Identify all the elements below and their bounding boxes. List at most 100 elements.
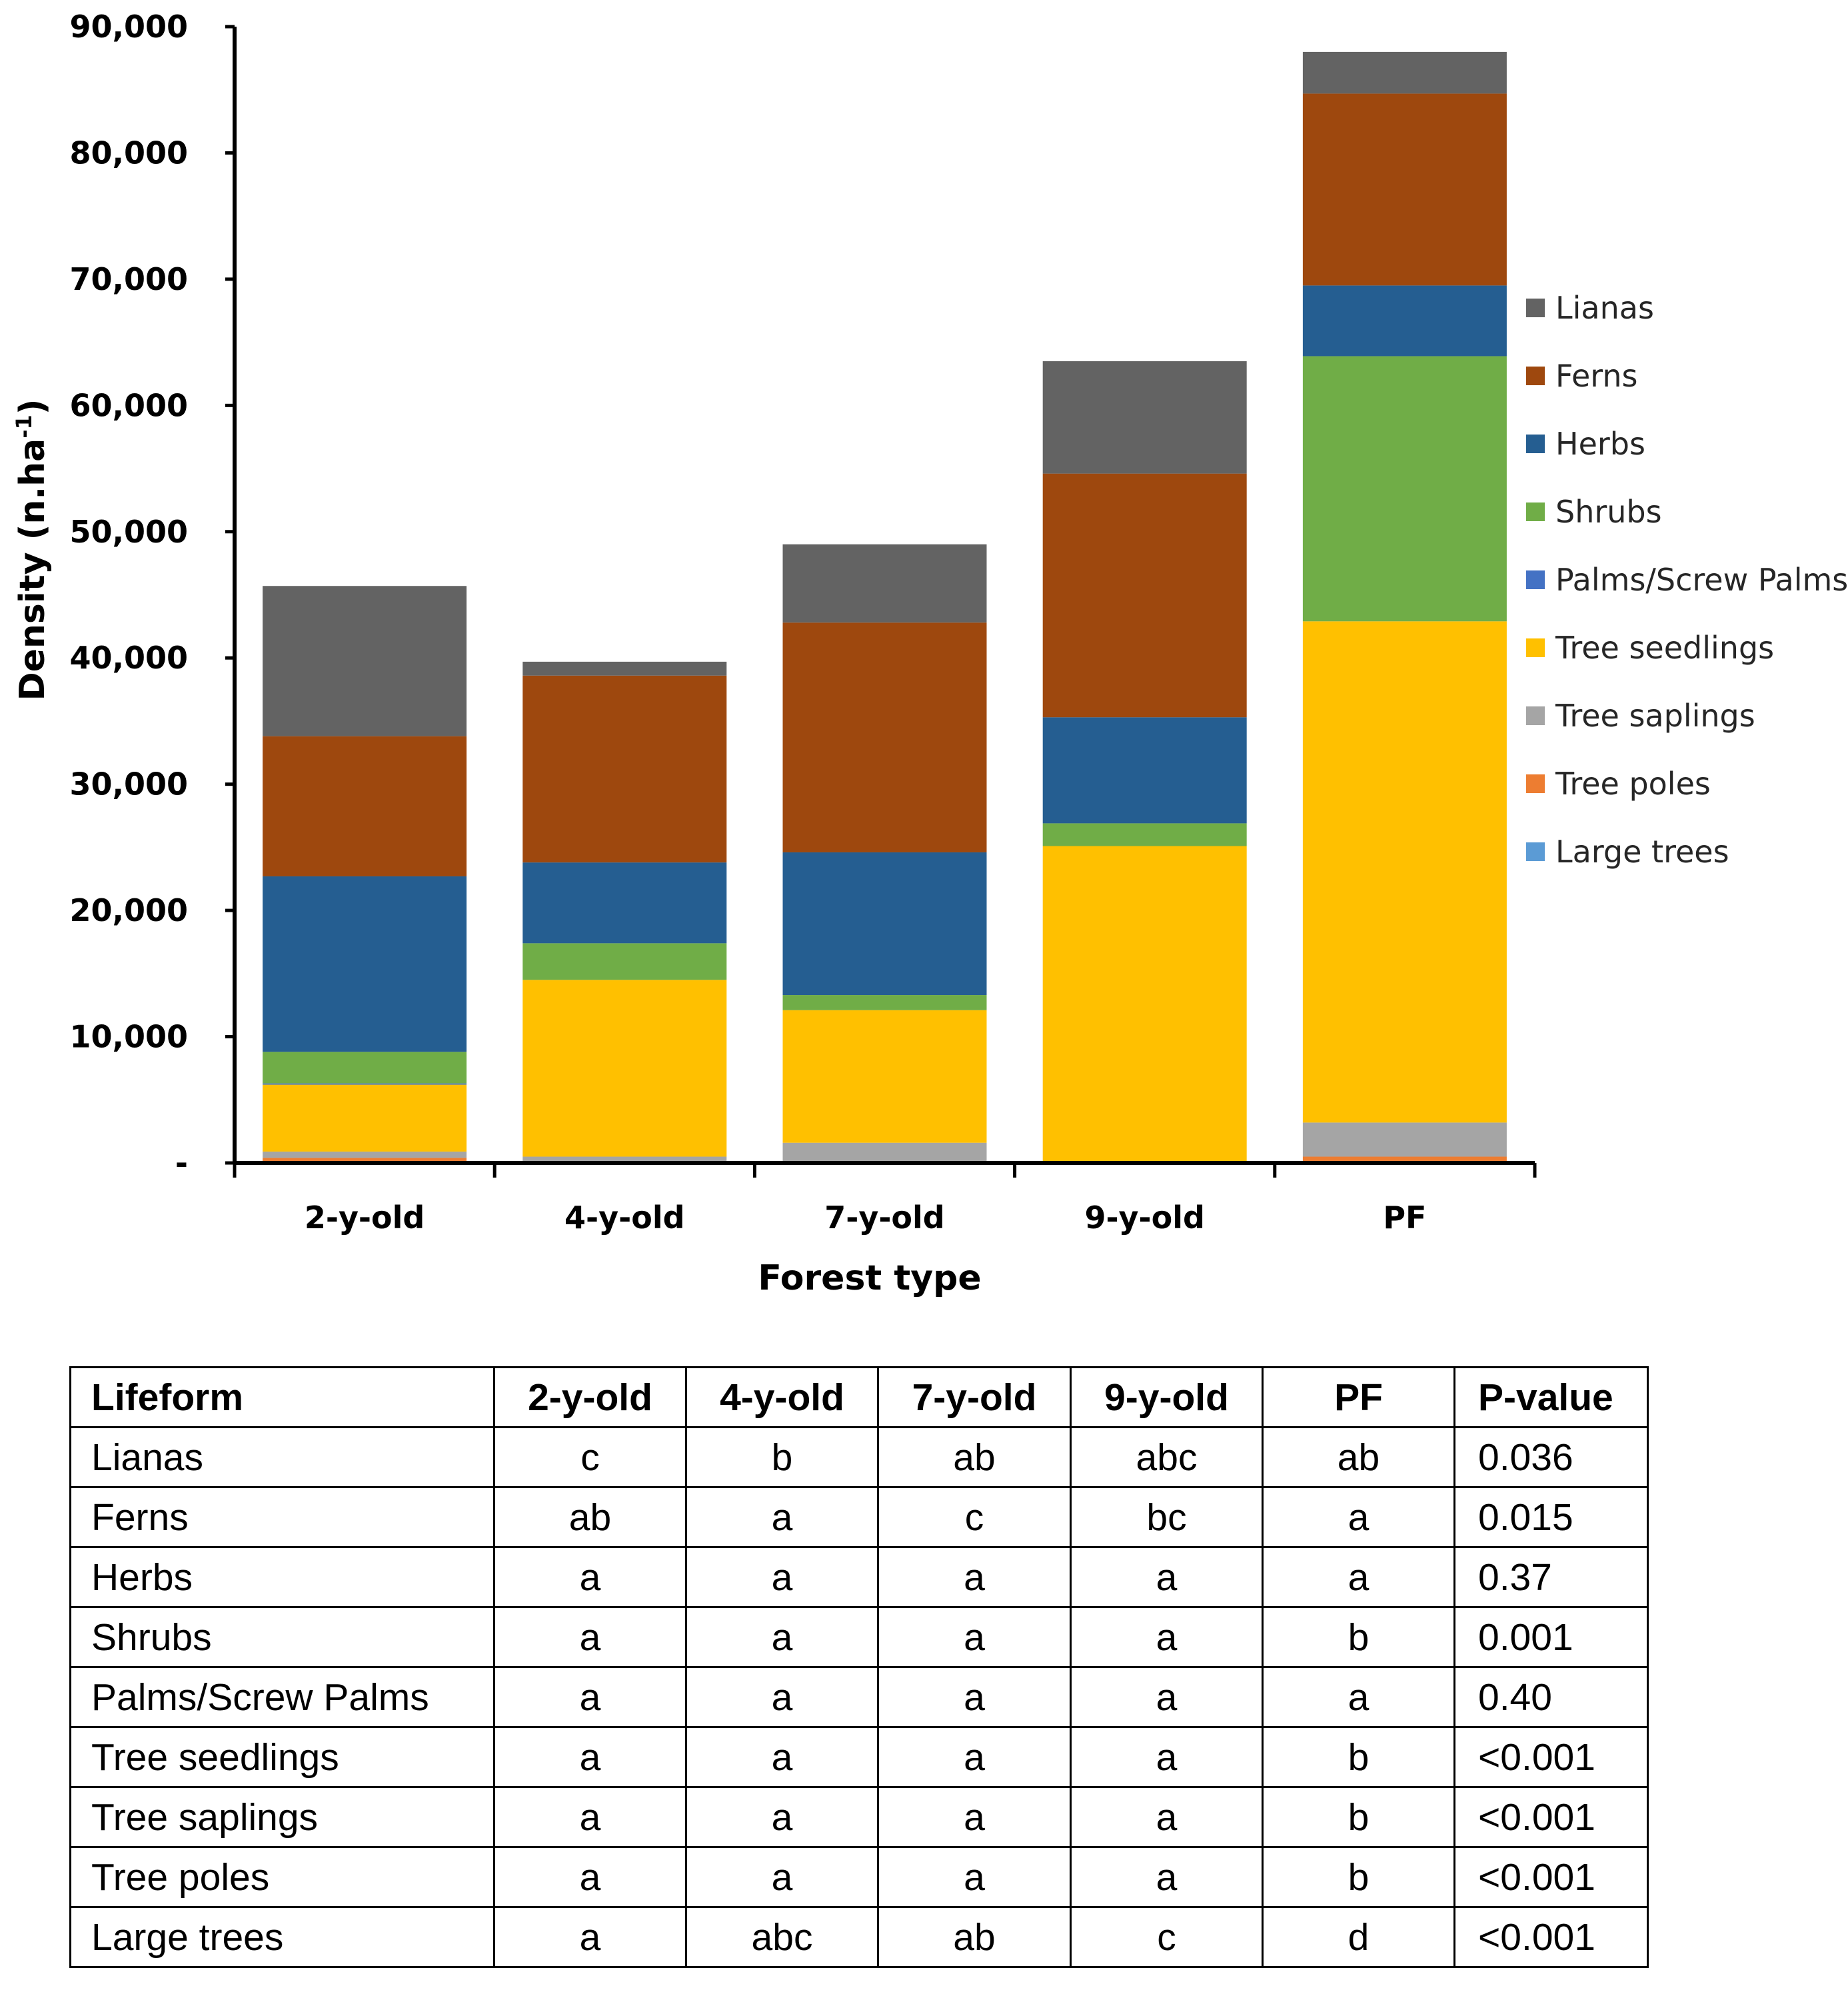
table-cell-p-value: <0.001 xyxy=(1453,1846,1649,1908)
table-cell-p-value: 0.036 xyxy=(1453,1426,1649,1488)
table-cell-letter: a xyxy=(685,1606,879,1668)
table-cell-letter: a xyxy=(493,1786,687,1848)
table-cell-letter: a xyxy=(877,1666,1072,1728)
table-cell-letter: a xyxy=(877,1726,1072,1788)
stacked-bar-chart: - 10,000 20,000 30,000 40,000 50,000 60,000 70,… xyxy=(11,9,1848,1298)
table-cell-letter: a xyxy=(685,1486,879,1548)
table-cell-letter: a xyxy=(877,1546,1072,1608)
table-row: Shrubs a a a a b 0.001 xyxy=(69,1606,1649,1668)
y-tick-label: 60,000 xyxy=(69,387,188,423)
table-cell-letter: a xyxy=(493,1906,687,1968)
table-cell-p-value: 0.015 xyxy=(1453,1486,1649,1548)
table-cell-lifeform: Shrubs xyxy=(69,1606,495,1668)
bar-segment-lianas-4-y-old xyxy=(522,661,727,676)
table-cell-letter: a xyxy=(877,1846,1072,1908)
table-cell-letter: a xyxy=(1070,1666,1264,1728)
bar-segment-tree-seedlings-4-y-old xyxy=(522,980,727,1157)
table-cell-letter: a xyxy=(1070,1726,1264,1788)
header-9-y-old: 9-y-old xyxy=(1070,1366,1264,1428)
y-tick-label: 20,000 xyxy=(69,892,188,928)
x-tick-label: 7-y-old xyxy=(824,1200,944,1236)
y-tick-label: 10,000 xyxy=(69,1019,188,1055)
bar-segment-shrubs-7-y-old xyxy=(782,995,987,1010)
table-row: Herbs a a a a a 0.37 xyxy=(69,1546,1649,1608)
y-tick-label: 40,000 xyxy=(69,640,188,676)
table-cell-lifeform: Palms/Screw Palms xyxy=(69,1666,495,1728)
header-p-value: P-value xyxy=(1453,1366,1649,1428)
table-cell-letter: a xyxy=(1262,1546,1455,1608)
table-row: Tree seedlings a a a a b <0.001 xyxy=(69,1726,1649,1788)
table-cell-letter: c xyxy=(877,1486,1072,1548)
x-tick-label: PF xyxy=(1383,1200,1426,1236)
table-row: Palms/Screw Palms a a a a a 0.40 xyxy=(69,1666,1649,1728)
y-tick-label: 30,000 xyxy=(69,766,188,802)
legend-label: Tree saplings xyxy=(1555,698,1755,734)
legend-swatch xyxy=(1526,774,1545,793)
table-cell-p-value: 0.001 xyxy=(1453,1606,1649,1668)
table-row: Tree poles a a a a b <0.001 xyxy=(69,1846,1649,1908)
table-cell-letter: b xyxy=(1262,1786,1455,1848)
legend-label: Tree poles xyxy=(1555,766,1711,802)
table-cell-letter: a xyxy=(877,1786,1072,1848)
bar-segment-herbs-9-y-old xyxy=(1042,717,1247,824)
header-4-y-old: 4-y-old xyxy=(685,1366,879,1428)
table-cell-letter: bc xyxy=(1070,1486,1264,1548)
legend-label: Ferns xyxy=(1555,358,1637,394)
legend-swatch xyxy=(1526,570,1545,589)
bar-group xyxy=(263,51,1507,1163)
bar-segment-tree-poles-2-y-old xyxy=(263,1158,467,1162)
table-cell-letter: a xyxy=(685,1666,879,1728)
table-row: Large trees a abc ab c d <0.001 xyxy=(69,1906,1649,1968)
bar-segment-tree-seedlings-2-y-old xyxy=(263,1084,467,1152)
table-cell-letter: a xyxy=(1070,1846,1264,1908)
table-cell-letter: a xyxy=(493,1606,687,1668)
x-axis-title: Forest type xyxy=(758,1258,981,1298)
y-tick-label: - xyxy=(175,1145,188,1181)
table-cell-letter: c xyxy=(1070,1906,1264,1968)
table-cell-letter: ab xyxy=(1262,1426,1455,1488)
table-cell-letter: b xyxy=(1262,1726,1455,1788)
header-lifeform: Lifeform xyxy=(69,1366,495,1428)
table-cell-p-value: 0.37 xyxy=(1453,1546,1649,1608)
legend-swatch xyxy=(1526,502,1545,521)
bar-segment-ferns-2-y-old xyxy=(263,736,467,876)
header-2-y-old: 2-y-old xyxy=(493,1366,687,1428)
bar-segment-herbs-pf xyxy=(1302,285,1507,357)
bar-segment-palms-screw-palms-2-y-old xyxy=(263,1083,467,1085)
table-cell-lifeform: Herbs xyxy=(69,1546,495,1608)
y-tick-label: 80,000 xyxy=(69,135,188,171)
table-cell-letter: a xyxy=(1070,1606,1264,1668)
y-axis-ticks: - 10,000 20,000 30,000 40,000 50,000 60,000 70,… xyxy=(69,9,235,1181)
table-cell-p-value: <0.001 xyxy=(1453,1726,1649,1788)
table-cell-letter: a xyxy=(1262,1666,1455,1728)
table-cell-letter: a xyxy=(685,1786,879,1848)
significance-table: Lifeform 2-y-old 4-y-old 7-y-old 9-y-old… xyxy=(69,1366,1649,1968)
y-tick-label: 50,000 xyxy=(69,514,188,550)
table-cell-letter: a xyxy=(685,1846,879,1908)
table-cell-p-value: 0.40 xyxy=(1453,1666,1649,1728)
legend-label: Palms/Screw Palms xyxy=(1555,562,1848,598)
x-tick-label: 2-y-old xyxy=(305,1200,425,1236)
table-cell-p-value: <0.001 xyxy=(1453,1906,1649,1968)
table-row: Lianas c b ab abc ab 0.036 xyxy=(69,1426,1649,1488)
table-cell-lifeform: Tree seedlings xyxy=(69,1726,495,1788)
table-cell-letter: abc xyxy=(685,1906,879,1968)
table-cell-letter: b xyxy=(1262,1846,1455,1908)
table-cell-letter: a xyxy=(685,1726,879,1788)
x-axis-ticks: 2-y-old 4-y-old 7-y-old 9-y-old PF xyxy=(233,1163,1537,1236)
bar-segment-tree-seedlings-9-y-old xyxy=(1042,846,1247,1162)
table-cell-letter: a xyxy=(1262,1486,1455,1548)
bar-segment-ferns-4-y-old xyxy=(522,675,727,863)
bar-segment-lianas-2-y-old xyxy=(263,586,467,736)
bar-segment-ferns-pf xyxy=(1302,93,1507,286)
legend-label: Herbs xyxy=(1555,426,1645,462)
table-row: Tree saplings a a a a b <0.001 xyxy=(69,1786,1649,1848)
table-cell-lifeform: Tree poles xyxy=(69,1846,495,1908)
bar-segment-tree-saplings-pf xyxy=(1302,1122,1507,1157)
legend: Lianas Ferns Herbs Shrubs Palms/Screw Palms T… xyxy=(1526,290,1848,870)
header-7-y-old: 7-y-old xyxy=(877,1366,1072,1428)
bar-segment-lianas-9-y-old xyxy=(1042,361,1247,474)
legend-label: Shrubs xyxy=(1555,494,1662,530)
table-cell-lifeform: Tree saplings xyxy=(69,1786,495,1848)
bar-segment-lianas-pf xyxy=(1302,51,1507,94)
